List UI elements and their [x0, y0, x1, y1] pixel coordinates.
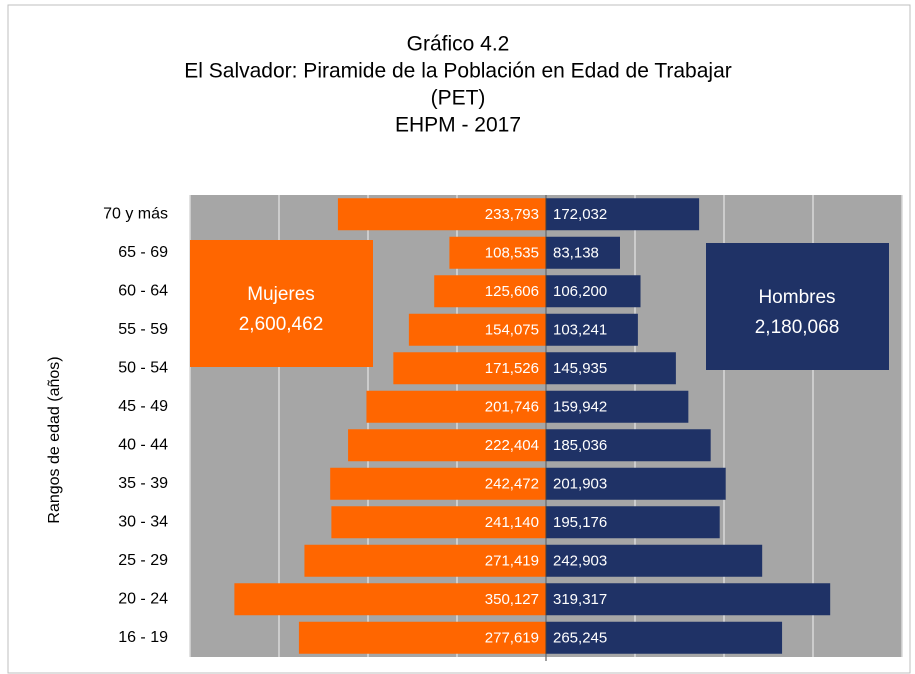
bar [366, 390, 546, 423]
value-label: 185,036 [553, 437, 607, 454]
bar [298, 621, 546, 654]
bar [449, 236, 546, 269]
bar [546, 506, 720, 539]
y-tick-label: 50 - 54 [118, 359, 168, 376]
y-tick-label: 65 - 69 [118, 244, 168, 261]
bar [546, 621, 783, 654]
value-label: 242,903 [553, 553, 607, 570]
chart-title: (PET) [431, 87, 486, 110]
y-tick-label: 55 - 59 [118, 321, 168, 338]
legend-total: 2,180,068 [755, 317, 840, 338]
chart-title: El Salvador: Piramide de la Población en… [184, 60, 732, 83]
bar [546, 544, 763, 577]
legend-total: 2,600,462 [239, 314, 324, 335]
bar [408, 313, 546, 346]
value-label: 265,245 [553, 630, 607, 647]
value-label: 108,535 [485, 245, 539, 262]
y-tick-label: 35 - 39 [118, 475, 168, 492]
y-tick-label: 60 - 64 [118, 282, 168, 299]
bar [304, 544, 546, 577]
value-label: 154,075 [485, 322, 539, 339]
bar [546, 352, 676, 385]
value-label: 195,176 [553, 514, 607, 531]
bar [337, 198, 546, 231]
chart-title: EHPM - 2017 [395, 114, 521, 137]
value-label: 106,200 [553, 283, 607, 300]
value-label: 241,140 [485, 514, 539, 531]
y-tick-label: 25 - 29 [118, 552, 168, 569]
legend-label: Mujeres [247, 284, 315, 305]
y-axis-label: Rangos de edad (años) [46, 356, 63, 523]
legend-box [190, 240, 373, 367]
value-label: 242,472 [485, 476, 539, 493]
bar [330, 467, 546, 500]
y-tick-label: 16 - 19 [118, 629, 168, 646]
bar [546, 390, 689, 423]
value-label: 172,032 [553, 206, 607, 223]
bar [546, 429, 711, 462]
bar [234, 583, 546, 616]
y-tick-label: 70 y más [103, 205, 168, 222]
bar [393, 352, 546, 385]
bar [546, 467, 726, 500]
bar [546, 198, 700, 231]
legend-box [706, 243, 889, 370]
value-label: 83,138 [553, 245, 599, 262]
value-label: 350,127 [485, 591, 539, 608]
bar [546, 313, 638, 346]
bar [546, 275, 641, 308]
value-label: 145,935 [553, 360, 607, 377]
bar [546, 583, 831, 616]
value-label: 233,793 [485, 206, 539, 223]
chart-title: Gráfico 4.2 [407, 33, 510, 56]
y-tick-label: 30 - 34 [118, 513, 168, 530]
y-tick-label: 40 - 44 [118, 436, 168, 453]
bar [546, 236, 620, 269]
y-tick-label: 20 - 24 [118, 590, 168, 607]
bar [434, 275, 546, 308]
bar [348, 429, 546, 462]
bar [331, 506, 546, 539]
y-tick-label: 45 - 49 [118, 398, 168, 415]
value-label: 271,419 [485, 553, 539, 570]
value-label: 103,241 [553, 322, 607, 339]
value-label: 159,942 [553, 399, 607, 416]
legend-label: Hombres [758, 287, 835, 308]
value-label: 277,619 [485, 630, 539, 647]
value-label: 125,606 [485, 283, 539, 300]
value-label: 201,903 [553, 476, 607, 493]
value-label: 222,404 [485, 437, 539, 454]
value-label: 319,317 [553, 591, 607, 608]
value-label: 171,526 [485, 360, 539, 377]
value-label: 201,746 [485, 399, 539, 416]
